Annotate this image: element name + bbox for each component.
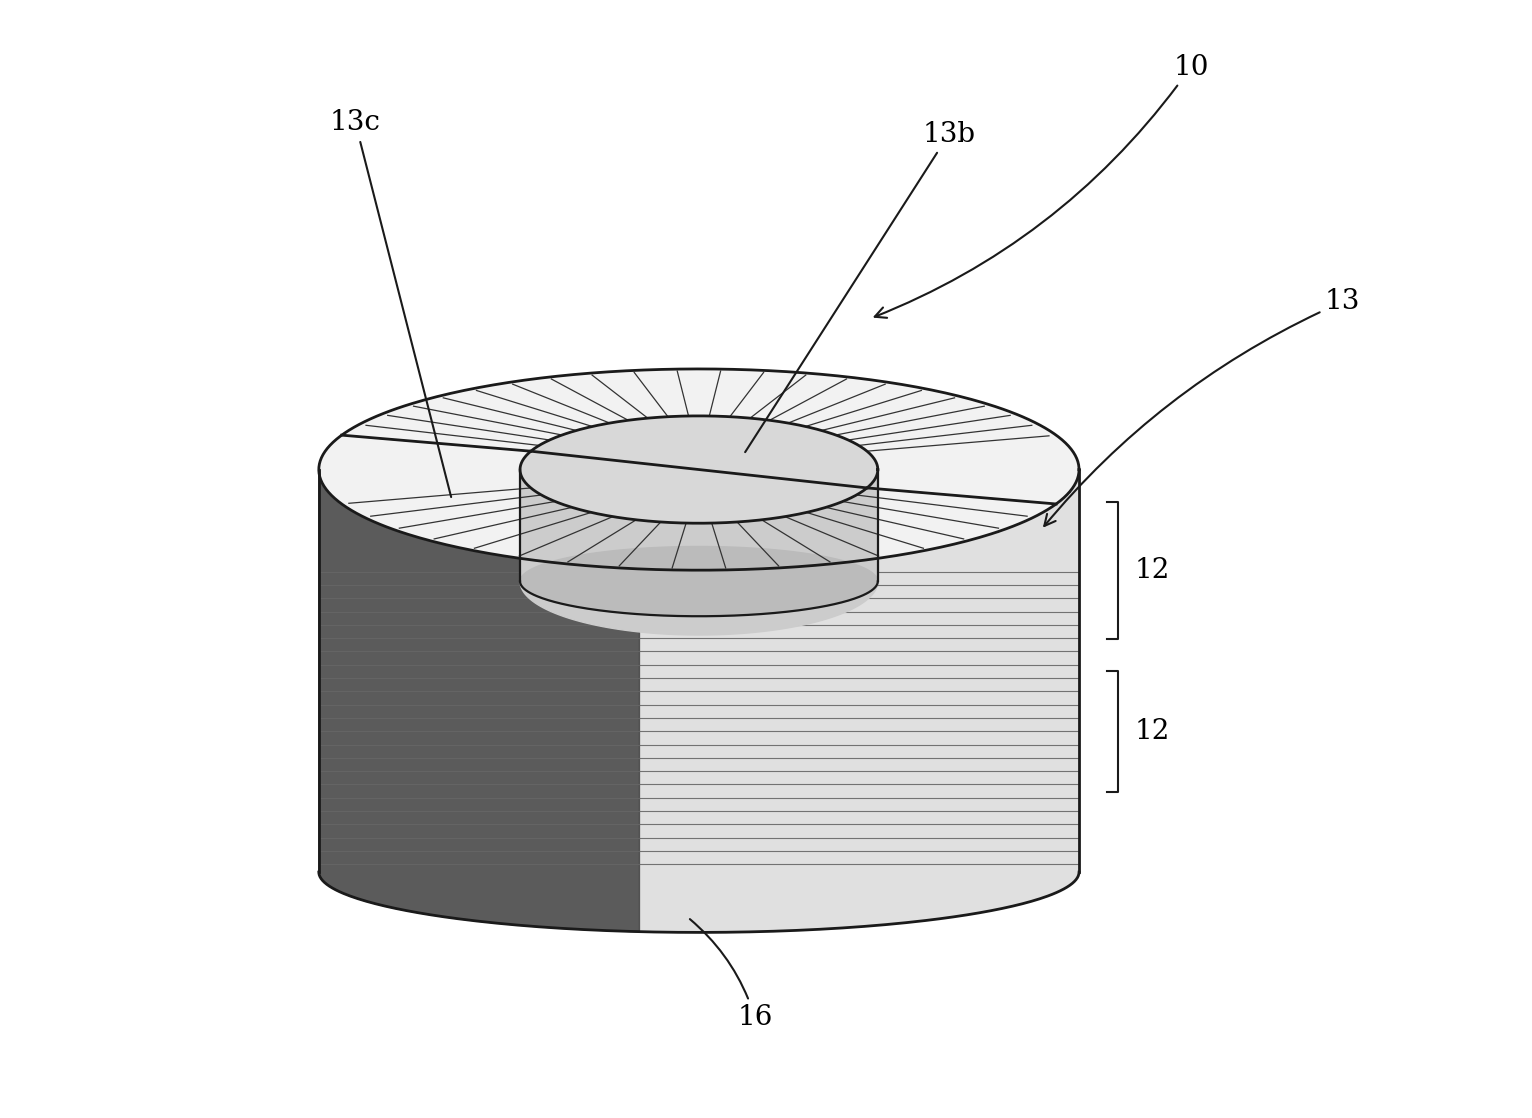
Polygon shape <box>319 369 1079 570</box>
Polygon shape <box>319 470 639 931</box>
Text: 16: 16 <box>689 919 772 1031</box>
Text: 13: 13 <box>1045 288 1360 525</box>
Polygon shape <box>319 470 1079 932</box>
Text: 13c: 13c <box>329 110 450 498</box>
Polygon shape <box>519 547 878 616</box>
Text: 12: 12 <box>1135 557 1170 584</box>
Polygon shape <box>519 470 878 635</box>
Text: 10: 10 <box>875 54 1209 318</box>
Polygon shape <box>519 416 878 523</box>
Text: 13b: 13b <box>745 121 976 452</box>
Text: 12: 12 <box>1135 718 1170 745</box>
